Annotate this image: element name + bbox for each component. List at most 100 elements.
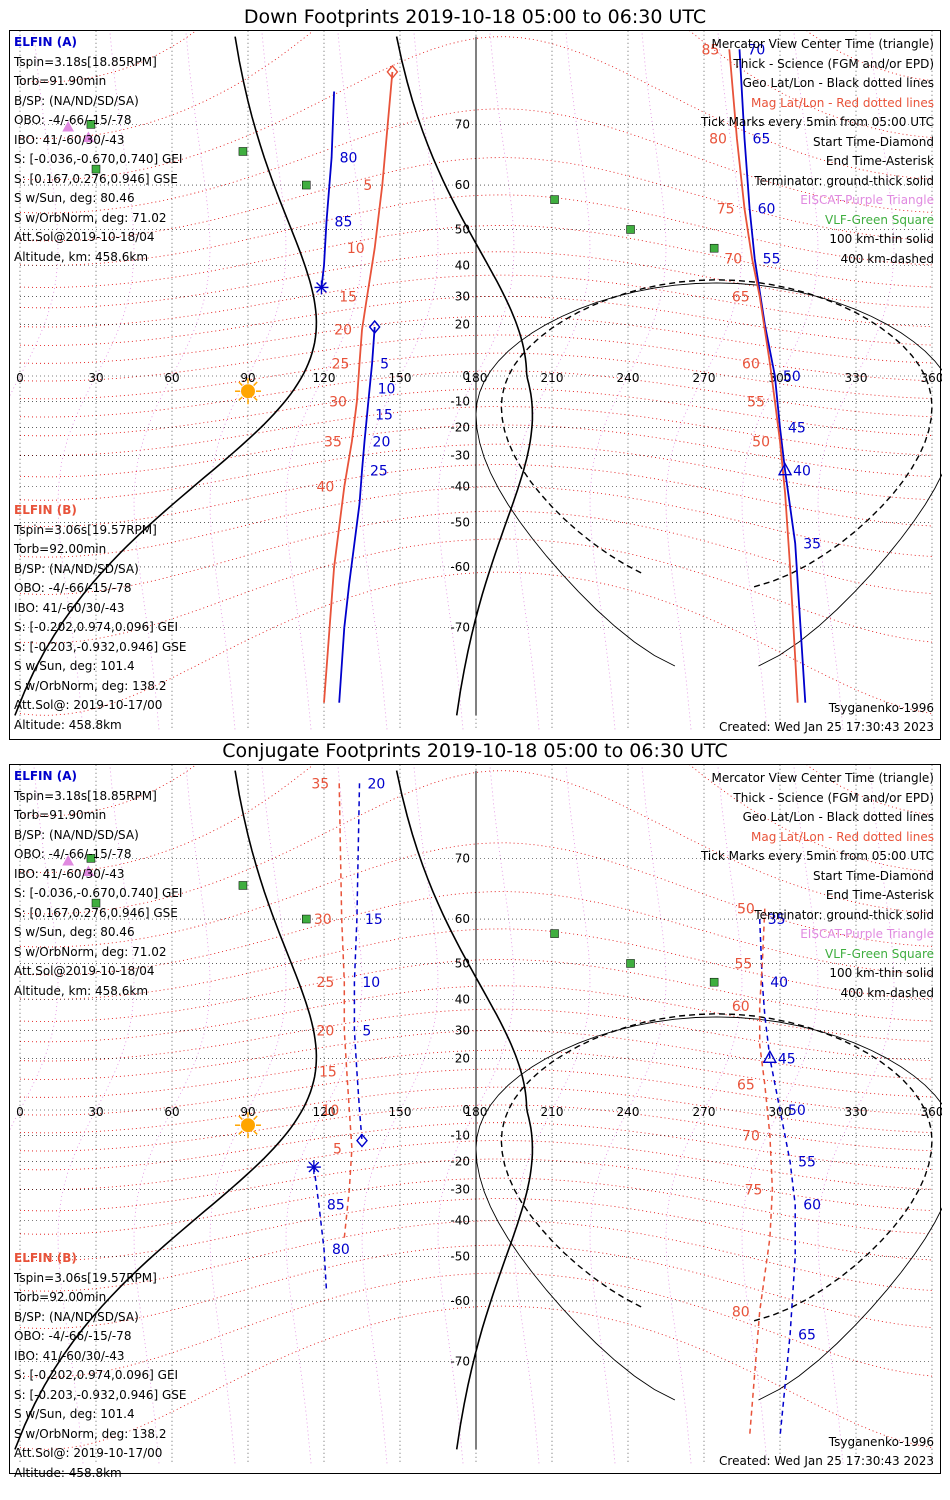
elfin-b-lines: Tspin=3.06s[19.57RPM] Torb=92.00min B/SP: … [14, 1269, 187, 1484]
info-line: Torb=91.90min [14, 808, 107, 822]
terminator-ground [14, 770, 318, 1450]
info-line: S w/Sun, deg: 80.46 [14, 191, 135, 205]
info-line: S: [-0.203,-0.932,0.946] GSE [14, 1387, 187, 1402]
lon-tick-label: 180 [465, 371, 488, 385]
info-line: Att.Sol@2019-10-18/04 [14, 230, 155, 244]
info-line: Tspin=3.06s[19.57RPM] [14, 1270, 157, 1285]
vlf-square-icon [91, 898, 101, 908]
track-tick-label: 70 [724, 252, 742, 268]
eiscat-triangle-icon [82, 131, 95, 142]
lon-tick-label: 360 [921, 1105, 942, 1119]
legend-thick: Thick - Science (FGM and/or EPD) [733, 56, 934, 71]
mag-lat-line [19, 157, 933, 242]
elfin-a-info: ELFIN (A) Tspin=3.18s[18.85RPM] Torb=91.9… [14, 33, 182, 267]
elfin-a-track [353, 783, 363, 1141]
elfin-a-lines: Tspin=3.18s[18.85RPM] Torb=91.90min B/SP: … [14, 53, 182, 268]
track-tick-label: 80 [709, 131, 727, 147]
lat-tick-label: -30 [450, 449, 470, 463]
track-tick-label: 50 [783, 369, 801, 385]
legend-tick-marks: Tick Marks every 5min from 05:00 UTC [700, 115, 934, 129]
terminator-ground-right [395, 770, 534, 1450]
track-tick-label: 75 [745, 1183, 763, 1199]
legend-end-time: End Time-Asterisk [825, 888, 934, 902]
info-line: Att.Sol@: 2019-10-17/00 [14, 1446, 163, 1460]
legend-tick-marks: Tick Marks every 5min from 05:00 UTC [700, 849, 934, 863]
lat-tick-label: 30 [455, 1023, 470, 1037]
vlf-square-icon [709, 977, 719, 987]
panel-title: Conjugate Footprints 2019-10-18 05:00 to… [222, 740, 728, 762]
info-line: S: [-0.202,0.974,0.096] GEI [14, 1368, 179, 1382]
panel-title: Down Footprints 2019-10-18 05:00 to 06:3… [243, 6, 707, 28]
legend-400km: 400 km-dashed [840, 985, 934, 1000]
elfin-a-label: ELFIN (A) [14, 769, 77, 783]
elfin-a-label: ELFIN (A) [14, 35, 77, 49]
track-tick-label: 20 [373, 434, 391, 450]
vlf-square-icon [550, 929, 559, 938]
track-tick-label: 65 [753, 131, 771, 147]
mag-lat-line [19, 1140, 933, 1191]
track-tick-label: 55 [763, 252, 781, 268]
lon-tick-label: 60 [164, 1105, 179, 1119]
lat-tick-label: -70 [450, 621, 470, 635]
lon-tick-label: 30 [88, 371, 103, 385]
lon-tick-label: 330 [845, 1105, 868, 1119]
info-line: Torb=92.00min [14, 542, 107, 556]
elfin-b-info: ELFIN (B) Tspin=3.06s[19.57RPM] Torb=92.0… [14, 1249, 187, 1483]
mag-lat-line [19, 765, 933, 873]
track-tick-label: 65 [732, 289, 750, 305]
track-tick-label: 60 [742, 356, 760, 372]
lat-tick-label: 20 [455, 317, 470, 331]
legend-end-time: End Time-Asterisk [825, 154, 934, 168]
lon-tick-label: 240 [617, 1105, 640, 1119]
lat-tick-label: 20 [455, 1051, 470, 1065]
elfin-b-label: ELFIN (B) [14, 503, 77, 517]
track-tick-label: 10 [347, 241, 365, 257]
mag-lat-line [19, 406, 933, 457]
legend-start-time: Start Time-Diamond [812, 134, 934, 149]
lat-tick-label: -40 [450, 480, 470, 494]
sun-ray [253, 1130, 258, 1135]
lon-tick-label: 180 [465, 1105, 488, 1119]
terminator-100km [475, 282, 942, 667]
elfin-a-lines: Tspin=3.18s[18.85RPM] Torb=91.90min B/SP: … [14, 787, 182, 1002]
info-line: IBO: 41/-60/30/-43 [14, 132, 125, 147]
lat-tick-label: 0 [462, 369, 470, 383]
lat-tick-label: 0 [462, 1103, 470, 1117]
track-tick-label: 50 [752, 434, 770, 450]
lon-tick-label: 120 [313, 1105, 336, 1119]
info-line: Torb=92.00min [14, 1290, 107, 1304]
track-tick-label: 35 [768, 912, 786, 928]
mag-lat-line [19, 1029, 933, 1080]
lon-tick-label: 210 [541, 1105, 564, 1119]
vlf-square-icon [709, 243, 719, 253]
track-tick-label: 15 [375, 407, 393, 423]
mag-lat-line [19, 31, 933, 139]
legend-vlf: VLF-Green Square [825, 212, 934, 227]
lon-tick-label: 360 [921, 371, 942, 385]
info-line: S w/OrbNorm, deg: 138.2 [14, 1426, 167, 1441]
info-line: Tspin=3.06s[19.57RPM] [14, 522, 157, 537]
elfin-a-track [313, 1167, 328, 1292]
track-tick-label: 5 [380, 356, 389, 372]
sun-ray [253, 1115, 258, 1121]
track-tick-label: 40 [316, 480, 334, 496]
lon-tick-label: 120 [313, 371, 336, 385]
info-line: S w/OrbNorm, deg: 71.02 [14, 944, 167, 959]
info-line: Att.Sol@: 2019-10-17/00 [14, 698, 163, 712]
vlf-square-icon [86, 120, 96, 129]
mag-lat-line [19, 1068, 933, 1116]
info-line: Torb=91.90min [14, 74, 107, 88]
info-line: S: [-0.036,-0.670,0.740] GEI [14, 152, 183, 166]
legend-start-time: Start Time-Diamond [812, 868, 934, 883]
track-tick-label: 30 [329, 394, 347, 410]
eiscat-triangle-icon [62, 854, 74, 866]
mag-lat-line [19, 31, 933, 83]
sun-ray [238, 396, 243, 401]
start-diamond-icon [386, 64, 399, 79]
info-line: S w/OrbNorm, deg: 138.2 [14, 678, 167, 693]
vlf-square-icon [238, 147, 248, 156]
info-line: S: [0.167,0.276,0.946] GSE [14, 905, 178, 920]
lat-tick-label: 40 [455, 992, 470, 1006]
track-tick-label: 80 [340, 151, 358, 167]
track-tick-label: 60 [732, 999, 750, 1015]
